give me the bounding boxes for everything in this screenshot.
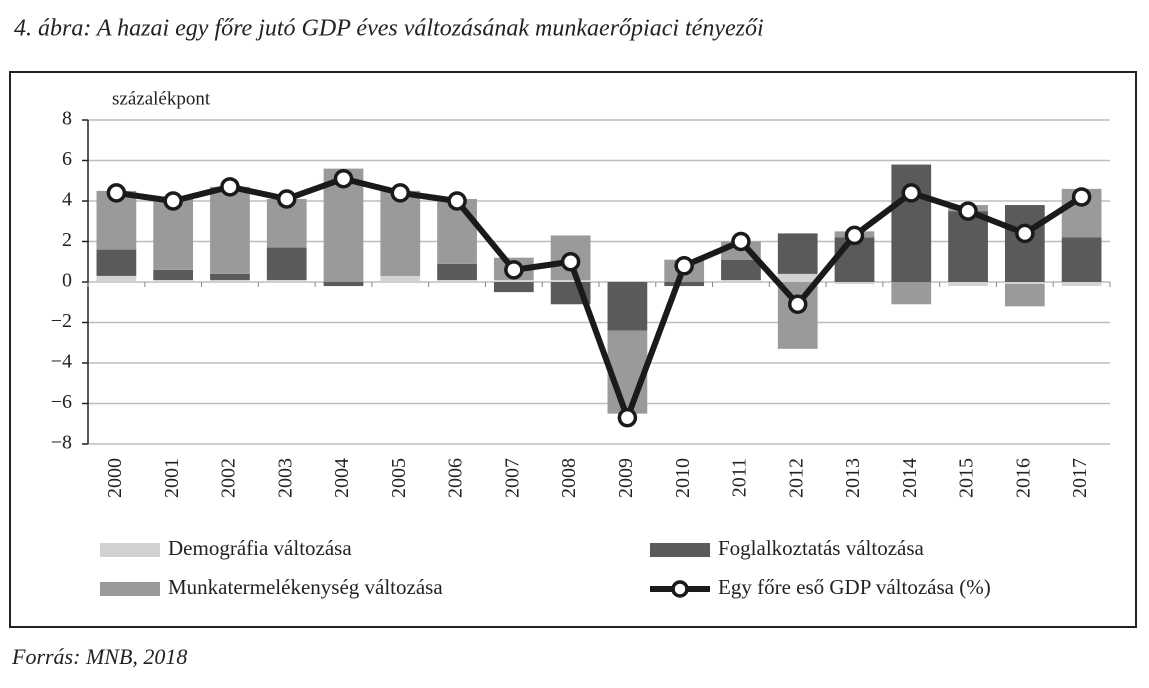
bar-segment bbox=[664, 282, 705, 287]
y-tick-label: −6 bbox=[51, 391, 72, 413]
bar-segment bbox=[96, 275, 137, 282]
x-tick-label: 2013 bbox=[842, 458, 864, 498]
bar-segment bbox=[834, 282, 875, 285]
bar-segment bbox=[1004, 282, 1045, 285]
legend-swatch bbox=[100, 582, 160, 596]
y-tick-label: 8 bbox=[62, 108, 72, 130]
bar-segment bbox=[153, 269, 194, 280]
line-marker bbox=[163, 191, 183, 211]
x-tick-label: 2004 bbox=[331, 458, 353, 498]
x-tick-label: 2006 bbox=[445, 458, 467, 498]
bar-segment bbox=[607, 282, 648, 331]
legend-label: Foglalkoztatás változása bbox=[718, 536, 925, 560]
bar-segment bbox=[550, 279, 591, 282]
x-tick-label: 2002 bbox=[218, 458, 240, 498]
bar-segment bbox=[948, 211, 988, 282]
bar-segment bbox=[1004, 205, 1045, 282]
bar-segment bbox=[266, 247, 307, 280]
line-marker bbox=[731, 231, 751, 252]
bar-segment bbox=[948, 282, 988, 287]
line-marker bbox=[844, 225, 865, 246]
line-marker bbox=[447, 191, 467, 211]
x-tick-label: 2016 bbox=[1012, 458, 1034, 498]
line-marker bbox=[276, 189, 297, 209]
y-tick-label: −2 bbox=[51, 310, 72, 332]
y-tick-label: 0 bbox=[62, 270, 72, 292]
x-tick-label: 2001 bbox=[161, 458, 183, 498]
bar-segment bbox=[777, 233, 818, 274]
bar-segment bbox=[210, 186, 250, 274]
line-marker bbox=[560, 252, 581, 272]
bar-segment bbox=[323, 282, 364, 287]
bar-segment bbox=[1004, 284, 1045, 307]
line bbox=[115, 175, 1084, 421]
bar-segment bbox=[607, 330, 648, 414]
bar-segment bbox=[437, 279, 477, 282]
frame bbox=[9, 71, 1137, 628]
chart-title: 4. ábra: A hazai egy főre jutó GDP éves … bbox=[14, 16, 764, 42]
legend-swatch bbox=[650, 543, 710, 557]
bar-segment bbox=[777, 273, 818, 282]
bar-segment bbox=[266, 279, 307, 282]
x-tick-label: 2010 bbox=[672, 458, 694, 498]
line-marker bbox=[674, 256, 694, 276]
y-tick-label: 6 bbox=[62, 148, 72, 170]
y-tick-label: 2 bbox=[62, 229, 72, 251]
legend-label: Egy főre eső GDP változása (%) bbox=[718, 575, 991, 599]
bar-segment bbox=[891, 282, 932, 305]
y-tick-label: −8 bbox=[51, 432, 72, 454]
line-marker bbox=[958, 201, 978, 221]
bar-segment bbox=[153, 279, 194, 282]
line-marker bbox=[220, 177, 240, 197]
y-axis-label: százalékpont bbox=[112, 88, 211, 109]
line-marker bbox=[617, 407, 638, 428]
bar-segment bbox=[210, 279, 250, 282]
bar-segment bbox=[437, 263, 477, 280]
bar-segment bbox=[210, 273, 250, 280]
y-tick-label: −4 bbox=[51, 351, 72, 373]
bar-segment bbox=[493, 282, 534, 293]
bar-segment bbox=[891, 164, 932, 282]
legend-swatch bbox=[100, 543, 160, 557]
x-tick-label: 2005 bbox=[388, 458, 410, 498]
x-tick-label: 2008 bbox=[558, 458, 580, 498]
bar-segment bbox=[96, 249, 137, 276]
x-tick-label: 2011 bbox=[729, 458, 751, 497]
bar-segment bbox=[493, 279, 534, 282]
line-marker bbox=[1071, 187, 1092, 207]
bar-segment bbox=[721, 259, 761, 280]
bar-segment bbox=[153, 198, 194, 270]
x-tick-label: 2003 bbox=[274, 458, 296, 498]
line-marker bbox=[333, 168, 354, 189]
bar-segment bbox=[1061, 282, 1102, 287]
x-tick-label: 2012 bbox=[785, 458, 807, 498]
x-tick-label: 2017 bbox=[1069, 458, 1091, 498]
line-marker bbox=[106, 183, 127, 203]
line-marker bbox=[390, 183, 411, 203]
source: Forrás: MNB, 2018 bbox=[11, 644, 187, 669]
legend-marker bbox=[671, 580, 689, 598]
bar-segment bbox=[721, 279, 761, 282]
legend-label: Munkatermelékenység változása bbox=[168, 575, 443, 599]
bar-segment bbox=[380, 190, 421, 276]
bar-segment bbox=[1061, 237, 1102, 282]
line-marker bbox=[504, 260, 524, 280]
x-tick-label: 2009 bbox=[615, 458, 637, 498]
line-marker bbox=[1015, 223, 1035, 244]
legend-label: Demográfia változása bbox=[168, 536, 352, 560]
bar-segment bbox=[380, 275, 421, 282]
x-tick-label: 2015 bbox=[956, 458, 978, 498]
x-tick-label: 2000 bbox=[104, 458, 126, 498]
y-tick-label: 4 bbox=[62, 189, 72, 211]
line-marker bbox=[787, 294, 808, 315]
x-tick-label: 2014 bbox=[899, 458, 921, 498]
line-marker bbox=[901, 183, 922, 203]
x-tick-label: 2007 bbox=[501, 458, 523, 498]
